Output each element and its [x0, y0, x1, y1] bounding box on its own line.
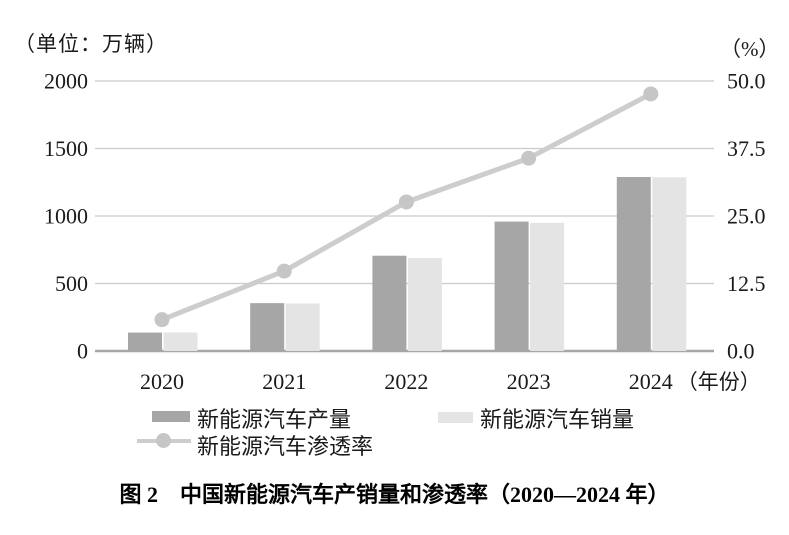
legend-dot-mark: [156, 433, 171, 448]
bar-sales-2021: [285, 303, 320, 351]
y-axis-label-right: 50.0: [727, 69, 766, 94]
penetration-point-2022: [398, 194, 414, 210]
right-axis-unit-label: （%）: [720, 37, 780, 61]
bar-production-2024: [616, 177, 651, 351]
x-axis-label-2022: 2022: [384, 369, 428, 394]
y-axis-label-right: 37.5: [727, 136, 766, 161]
y-axis-label-right: 12.5: [727, 271, 766, 296]
y-axis-label-right: 0.0: [727, 339, 755, 364]
figure-caption: 图 2 中国新能源汽车产销量和渗透率（2020—2024 年）: [119, 482, 670, 507]
bar-sales-2022: [407, 258, 442, 351]
combo-chart: 0 500 1000 1500 2000 0.0 12.5 25.0 37.5 50.0 2020 2…: [44, 69, 766, 395]
penetration-point-2024: [643, 86, 659, 102]
legend-label-production: 新能源汽车产量: [197, 407, 352, 432]
bar-production-2023: [494, 221, 529, 351]
penetration-point-2021: [276, 263, 292, 279]
y-axis-label-right: 25.0: [727, 204, 766, 229]
y-axis-label-left: 0: [77, 339, 88, 364]
x-axis-suffix-label: （年份）: [677, 370, 761, 394]
bar-production-2020: [128, 332, 162, 351]
legend-label-sales: 新能源汽车销量: [480, 407, 635, 432]
left-axis-unit-label: （单位：万辆）: [14, 32, 168, 56]
legend-label-penetration: 新能源汽车渗透率: [197, 434, 374, 459]
bar-production-2021: [250, 303, 285, 351]
y-axis-label-left: 1500: [44, 136, 88, 161]
bar-sales-2024: [652, 177, 687, 351]
y-axis-label-left: 1000: [44, 204, 88, 229]
legend-swatch-penetration: [137, 433, 191, 449]
bar-sales-2020: [163, 332, 198, 351]
penetration-point-2023: [521, 150, 537, 166]
legend-swatch-sales: [438, 412, 473, 423]
x-axis-label-2021: 2021: [262, 369, 306, 394]
y-axis-label-left: 500: [55, 271, 88, 296]
x-axis-label-2024: 2024: [629, 369, 673, 394]
x-axis-label-2023: 2023: [507, 369, 551, 394]
x-axis-label-2020: 2020: [140, 369, 184, 394]
legend-swatch-production: [152, 411, 190, 422]
penetration-point-2020: [154, 312, 170, 328]
y-axis-label-left: 2000: [44, 69, 88, 94]
bar-sales-2023: [530, 222, 565, 351]
bar-production-2022: [372, 255, 407, 351]
